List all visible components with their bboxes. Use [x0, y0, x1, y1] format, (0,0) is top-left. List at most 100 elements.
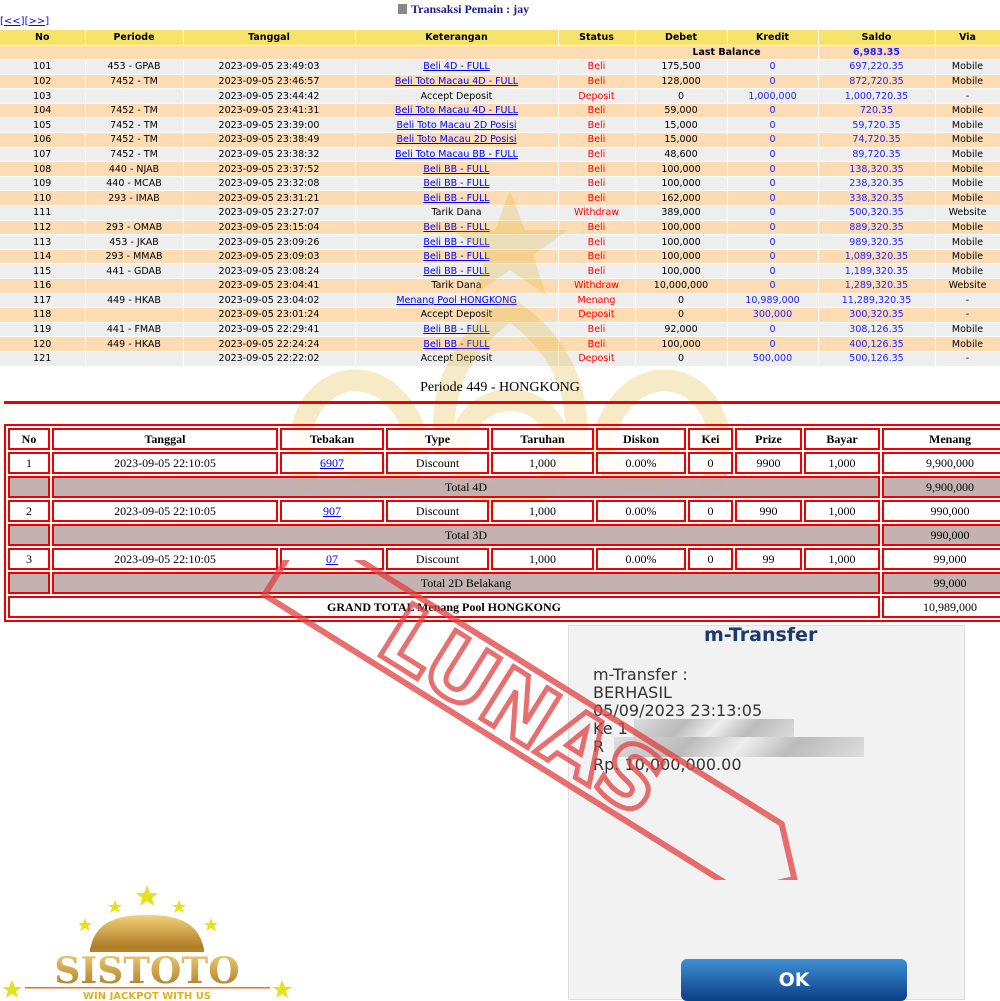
keterangan-link[interactable]: Beli Toto Macau 2D Posisi	[396, 134, 517, 146]
cell-periode	[85, 88, 184, 104]
cell-saldo: 1,189,320.35	[818, 263, 936, 279]
column-header: Tebakan	[280, 428, 384, 450]
keterangan-link[interactable]: Menang Pool HONGKONG	[396, 294, 517, 306]
cell-saldo: 1,289,320.35	[818, 278, 936, 294]
winning-table: No Tanggal Tebakan Type Taruhan Diskon Kei Priz…	[4, 424, 1000, 622]
cell-via: Mobile	[935, 161, 1000, 177]
table-row: 108 440 - NJAB 2023-09-05 23:37:52 Beli BB …	[0, 161, 1000, 177]
keterangan-link[interactable]: Beli Toto Macau 4D - FULL	[394, 105, 519, 117]
divider	[4, 401, 1000, 404]
cell-debet: 128,000	[635, 74, 728, 90]
cell-periode: 441 - FMAB	[85, 322, 184, 338]
table-row: 116 2023-09-05 23:04:41 Tarik Dana Withdraw…	[0, 278, 1000, 294]
cell-via: Mobile	[935, 249, 1000, 265]
cell-periode: 7452 - TM	[85, 74, 184, 90]
keterangan-link[interactable]: Beli BB - FULL	[423, 192, 490, 204]
keterangan-link[interactable]: Beli Toto Macau 4D - FULL	[394, 75, 519, 87]
cell-debet: 0	[635, 293, 728, 309]
table-row: 115 441 - GDAB 2023-09-05 23:08:24 Beli BB …	[0, 263, 1000, 279]
cell-debet: 100,000	[635, 336, 728, 352]
cell-tanggal: 2023-09-05 23:09:26	[183, 234, 356, 250]
grand-total-value: 10,989,000	[882, 596, 1000, 618]
cell-saldo: 500,320.35	[818, 205, 936, 221]
cell-debet: 100,000	[635, 234, 728, 250]
column-header: Via	[935, 30, 1000, 46]
cell-debet: 10,000,000	[635, 278, 728, 294]
cell-periode	[85, 205, 184, 221]
cell-status: Beli	[558, 117, 636, 134]
cell-periode: 7452 - TM	[85, 132, 184, 148]
m-transfer-receipt: m-Transfer m-Transfer : BERHASIL 05/09/2…	[568, 624, 965, 1001]
column-header: Type	[386, 428, 489, 450]
cell-tanggal: 2023-09-05 22:29:41	[183, 322, 356, 338]
cell-tanggal: 2023-09-05 23:04:41	[183, 278, 356, 294]
cell-kredit: 10,989,000	[727, 293, 819, 309]
table-row: 109 440 - MCAB 2023-09-05 23:32:08 Beli BB …	[0, 176, 1000, 192]
ok-button[interactable]: OK	[681, 959, 907, 1001]
bet-row: 3 2023-09-05 22:10:05 07 Discount 1,000 0.00%…	[8, 548, 1000, 570]
cell-status: Beli	[558, 190, 636, 207]
cell-periode: 7452 - TM	[85, 103, 184, 119]
tebakan-link[interactable]: 07	[326, 551, 338, 566]
cell-kredit: 0	[727, 249, 819, 265]
cell-kredit: 0	[727, 74, 819, 90]
cell-status: Beli	[558, 59, 636, 75]
cell-periode: 7452 - TM	[85, 147, 184, 163]
cell-status: Beli	[558, 147, 636, 163]
cell-via: Mobile	[935, 220, 1000, 236]
svg-text:SISTOTO: SISTOTO	[54, 950, 239, 992]
keterangan-link[interactable]: Beli BB - FULL	[423, 265, 490, 277]
cell-tanggal: 2023-09-05 22:22:02	[183, 351, 356, 367]
next-page-link[interactable]: >>	[28, 16, 46, 27]
keterangan-link[interactable]: Beli BB - FULL	[423, 324, 490, 336]
cell-via: Mobile	[935, 132, 1000, 148]
cell-tanggal: 2023-09-05 23:39:00	[183, 117, 356, 134]
total-row: Total 2D Belakang 99,000	[8, 572, 1000, 594]
cell-kredit: 0	[727, 234, 819, 250]
cell-status: Beli	[558, 103, 636, 119]
cell-keterangan: Accept Deposit	[355, 88, 559, 104]
keterangan-link[interactable]: Beli BB - FULL	[423, 178, 490, 190]
table-row: 114 293 - MMAB 2023-09-05 23:09:03 Beli BB …	[0, 249, 1000, 265]
cell-via: Mobile	[935, 176, 1000, 192]
table-row: 118 2023-09-05 23:01:24 Accept Deposit Depo…	[0, 307, 1000, 323]
keterangan-link[interactable]: Beli BB - FULL	[423, 338, 490, 350]
cell-status: Beli	[558, 322, 636, 338]
cell-kredit: 0	[727, 176, 819, 192]
keterangan-link[interactable]: Beli BB - FULL	[423, 251, 490, 263]
keterangan-link[interactable]: Beli BB - FULL	[423, 236, 490, 248]
tebakan-link[interactable]: 907	[323, 503, 341, 518]
cell-no: 115	[0, 263, 86, 279]
cell-via: -	[935, 88, 1000, 104]
cell-keterangan: Accept Deposit	[355, 307, 559, 323]
cell-no: 106	[0, 132, 86, 148]
cell-keterangan: Tarik Dana	[355, 278, 559, 294]
keterangan-link[interactable]: Beli Toto Macau BB - FULL	[395, 148, 518, 160]
keterangan-link[interactable]: Beli 4D - FULL	[423, 61, 490, 73]
column-header: Tanggal	[52, 428, 278, 450]
keterangan-link[interactable]: Beli Toto Macau 2D Posisi	[396, 119, 517, 131]
column-header: No	[0, 30, 86, 46]
cell-via: -	[935, 293, 1000, 309]
cell-no: 111	[0, 205, 86, 221]
keterangan-link[interactable]: Beli BB - FULL	[423, 221, 490, 233]
tebakan-link[interactable]: 6907	[320, 455, 344, 470]
prev-page-link[interactable]: <<	[3, 16, 21, 27]
cell-kredit: 0	[727, 147, 819, 163]
cell-kredit: 0	[727, 59, 819, 75]
column-header: Saldo	[818, 30, 936, 46]
cell-no: 113	[0, 234, 86, 250]
cell-periode: 453 - JKAB	[85, 234, 184, 250]
cell-tanggal: 2023-09-05 23:37:52	[183, 161, 356, 177]
cell-saldo: 889,320.35	[818, 220, 936, 236]
cell-status: Withdraw	[558, 205, 636, 221]
column-header: Menang	[882, 428, 1000, 450]
cell-kredit: 1,000,000	[727, 88, 819, 104]
cell-debet: 100,000	[635, 220, 728, 236]
cell-tanggal: 2023-09-05 23:41:31	[183, 103, 356, 119]
cell-no: 116	[0, 278, 86, 294]
cell-no: 108	[0, 161, 86, 177]
keterangan-link[interactable]: Beli BB - FULL	[423, 163, 490, 175]
cell-via: Website	[935, 205, 1000, 221]
cell-saldo: 1,089,320.35	[818, 249, 936, 265]
